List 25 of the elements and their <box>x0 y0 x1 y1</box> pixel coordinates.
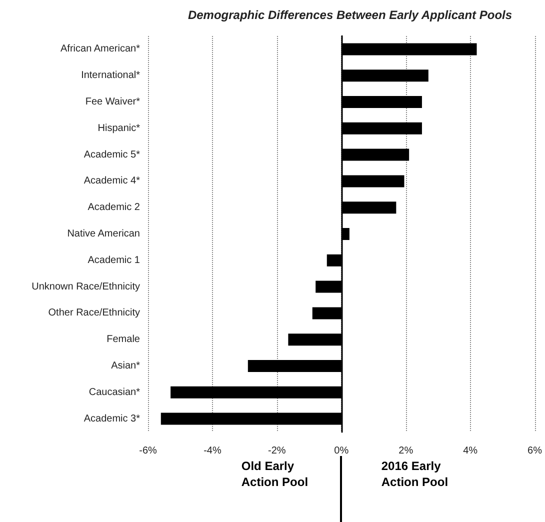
x-tick-label: -4% <box>204 446 222 456</box>
x-tick-label: -2% <box>268 446 286 456</box>
y-tick-label: Academic 4* <box>84 176 140 187</box>
y-tick-label: Native American <box>67 228 140 240</box>
y-tick-label: Unknown Race/Ethnicity <box>32 281 140 292</box>
text: 2016 Early Action Pool <box>381 458 450 490</box>
x-tick-label: 4% <box>463 446 478 456</box>
y-tick-label: Academic 5* <box>84 149 140 160</box>
text: Old Early Action Pool <box>241 458 310 490</box>
chart-title: Demographic Differences Between Early Applicant Pools <box>188 8 512 22</box>
y-tick-label: Academic 3* <box>84 413 140 424</box>
y-tick-label: Asian* <box>111 360 140 372</box>
y-tick-label: Academic 1 <box>88 254 140 266</box>
y-tick-label: Fee Waiver* <box>85 96 140 108</box>
x-tick-label: 6% <box>528 446 542 456</box>
x-tick-label: 2% <box>398 446 414 456</box>
y-tick-label: Other Race/Ethnicity <box>48 308 140 319</box>
y-tick-label: Caucasian* <box>88 386 140 398</box>
y-tick-label: Academic 2 <box>88 202 140 214</box>
x-tick-label: -6% <box>139 446 157 456</box>
x-tick-label: 0% <box>334 446 349 456</box>
y-tick-label: Female <box>106 334 140 346</box>
y-tick-label: Hispanic* <box>98 122 140 134</box>
y-tick-label: African American* <box>60 44 140 55</box>
y-tick-label: International* <box>81 70 140 82</box>
